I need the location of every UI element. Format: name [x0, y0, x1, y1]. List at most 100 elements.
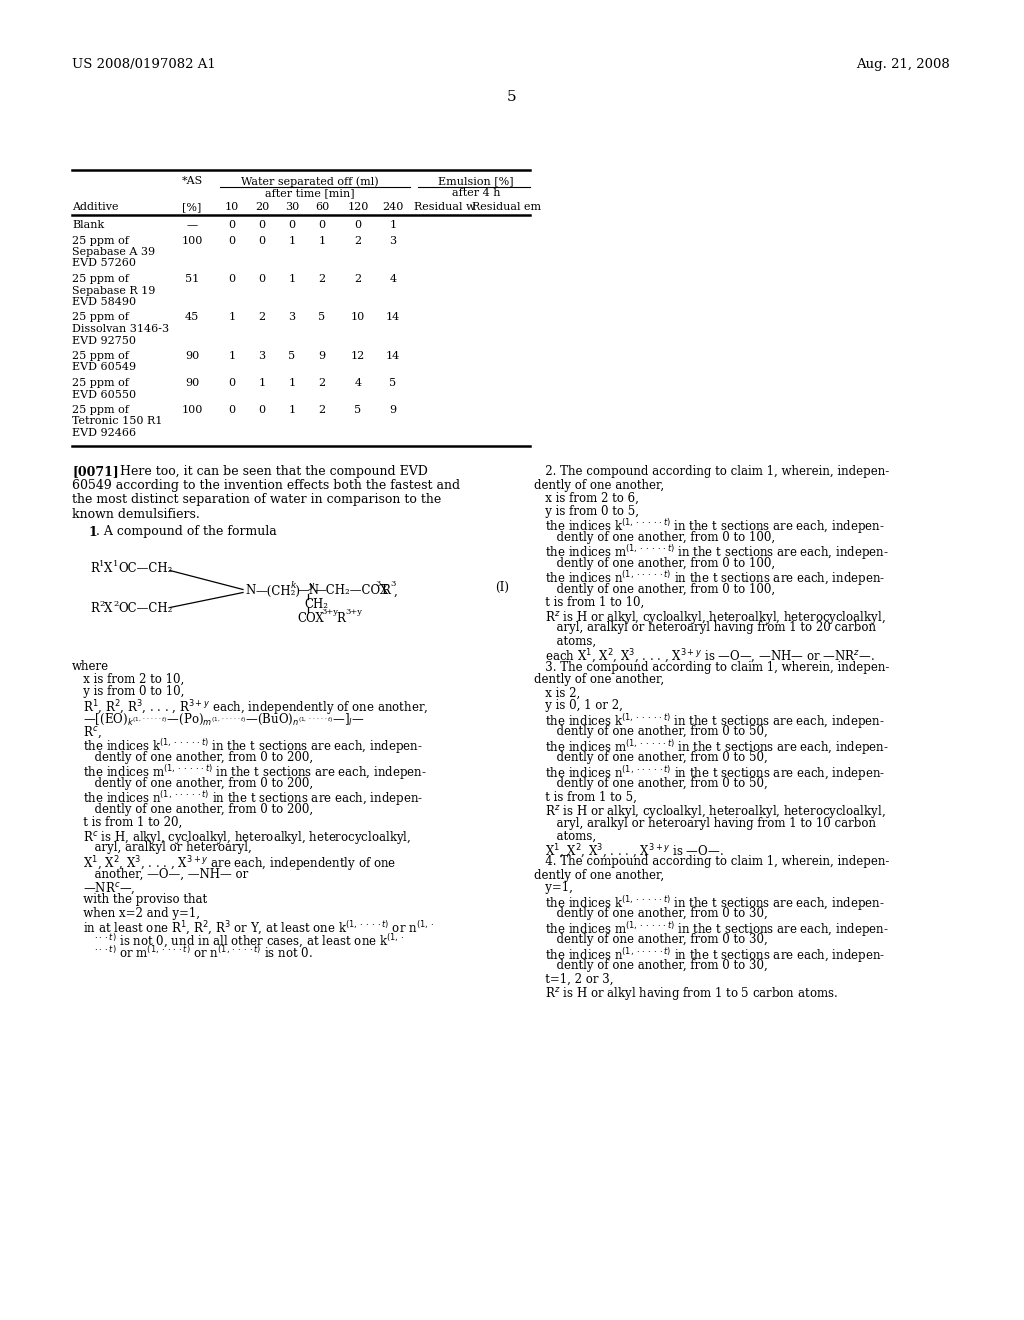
Text: Blank: Blank [72, 220, 104, 230]
Text: Emulsion [%]: Emulsion [%] [438, 176, 514, 186]
Text: 90: 90 [185, 378, 199, 388]
Text: 5: 5 [354, 405, 361, 414]
Text: 4: 4 [389, 275, 396, 284]
Text: 0: 0 [228, 235, 236, 246]
Text: 0: 0 [228, 275, 236, 284]
Text: 90: 90 [185, 351, 199, 360]
Text: x is from 2 to 10,: x is from 2 to 10, [72, 672, 184, 685]
Text: 25 ppm of: 25 ppm of [72, 378, 129, 388]
Text: 20: 20 [255, 202, 269, 213]
Text: EVD 92750: EVD 92750 [72, 335, 136, 346]
Text: 10: 10 [225, 202, 240, 213]
Text: Water separated off (ml): Water separated off (ml) [242, 176, 379, 186]
Text: R$^z$ is H or alkyl, cycloalkyl, heteroalkyl, heterocycloalkyl,: R$^z$ is H or alkyl, cycloalkyl, heteroa… [534, 609, 886, 626]
Text: $^{\cdot\cdot\cdot t)}$ is not 0, und in all other cases, at least one k$^{(1,\c: $^{\cdot\cdot\cdot t)}$ is not 0, und in… [72, 932, 404, 950]
Text: 0: 0 [228, 220, 236, 230]
Text: —(CH₂): —(CH₂) [255, 585, 300, 598]
Text: (I): (I) [495, 581, 509, 594]
Text: 120: 120 [347, 202, 369, 213]
Text: 1: 1 [318, 235, 326, 246]
Text: 2. The compound according to claim 1, wherein, indepen-: 2. The compound according to claim 1, wh… [534, 466, 889, 479]
Text: EVD 60549: EVD 60549 [72, 363, 136, 372]
Text: Sepabase R 19: Sepabase R 19 [72, 285, 156, 296]
Text: . A compound of the formula: . A compound of the formula [96, 525, 276, 539]
Text: x is 2,: x is 2, [534, 686, 581, 700]
Text: 2: 2 [258, 313, 265, 322]
Text: known demulsifiers.: known demulsifiers. [72, 507, 200, 520]
Text: 1: 1 [289, 405, 296, 414]
Text: 3: 3 [389, 235, 396, 246]
Text: 51: 51 [185, 275, 199, 284]
Text: —[(EO)$_{k^{(1,\cdot\cdot\cdot\cdot\cdot t)}}$—(Po)$_{m^{(1,\cdot\cdot\cdot\cdot: —[(EO)$_{k^{(1,\cdot\cdot\cdot\cdot\cdot… [72, 711, 365, 727]
Text: dently of one another,: dently of one another, [534, 479, 665, 491]
Text: —NR$^c$—,: —NR$^c$—, [72, 880, 135, 896]
Text: 45: 45 [185, 313, 199, 322]
Text: dently of one another, from 0 to 30,: dently of one another, from 0 to 30, [534, 908, 768, 920]
Text: another, —O—, —NH— or: another, —O—, —NH— or [72, 867, 248, 880]
Text: Residual w: Residual w [415, 202, 476, 213]
Text: 3: 3 [390, 581, 395, 589]
Text: 2: 2 [354, 235, 361, 246]
Text: 0: 0 [258, 220, 265, 230]
Text: CH₂: CH₂ [304, 598, 328, 611]
Text: 0: 0 [258, 235, 265, 246]
Text: 10: 10 [351, 313, 366, 322]
Text: Dissolvan 3146-3: Dissolvan 3146-3 [72, 323, 169, 334]
Text: 5: 5 [318, 313, 326, 322]
Text: Sepabase A 39: Sepabase A 39 [72, 247, 155, 257]
Text: 0: 0 [289, 220, 296, 230]
Text: 1: 1 [389, 220, 396, 230]
Text: when x=2 and y=1,: when x=2 and y=1, [72, 907, 200, 920]
Text: 5: 5 [507, 90, 517, 104]
Text: R: R [336, 611, 345, 624]
Text: 0: 0 [318, 220, 326, 230]
Text: 4: 4 [354, 378, 361, 388]
Text: R$^1$, R$^2$, R$^3$, . . . , R$^{3+y}$ each, independently of one another,: R$^1$, R$^2$, R$^3$, . . . , R$^{3+y}$ e… [72, 698, 428, 718]
Text: 0: 0 [228, 405, 236, 414]
Text: dently of one another, from 0 to 200,: dently of one another, from 0 to 200, [72, 751, 313, 763]
Text: R: R [90, 602, 99, 615]
Text: y: y [308, 581, 313, 590]
Text: R$^c$,: R$^c$, [72, 725, 101, 741]
Text: 25 ppm of: 25 ppm of [72, 351, 129, 360]
Text: the indices n$^{(1,\cdot\cdot\cdot\cdot\cdot t)}$ in the t sections are each, in: the indices n$^{(1,\cdot\cdot\cdot\cdot\… [534, 764, 885, 783]
Text: 2: 2 [318, 405, 326, 414]
Text: 3: 3 [289, 313, 296, 322]
Text: 1: 1 [99, 560, 104, 568]
Text: 14: 14 [386, 351, 400, 360]
Text: each X$^1$, X$^2$, X$^3$, . . . , X$^{3+y}$ is —O—, —NH— or —NR$^z$—.: each X$^1$, X$^2$, X$^3$, . . . , X$^{3+… [534, 648, 874, 665]
Text: 100: 100 [181, 235, 203, 246]
Text: k: k [291, 581, 297, 590]
Text: x is from 2 to 6,: x is from 2 to 6, [534, 491, 639, 504]
Text: the indices n$^{(1,\cdot\cdot\cdot\cdot\cdot t)}$ in the t sections are each, in: the indices n$^{(1,\cdot\cdot\cdot\cdot\… [534, 569, 885, 589]
Text: Here too, it can be seen that the compound EVD: Here too, it can be seen that the compou… [108, 466, 428, 479]
Text: dently of one another,: dently of one another, [534, 869, 665, 882]
Text: —CH₂—COX: —CH₂—COX [314, 585, 388, 598]
Text: 5: 5 [389, 378, 396, 388]
Text: Aug. 21, 2008: Aug. 21, 2008 [856, 58, 950, 71]
Text: 3+y: 3+y [321, 607, 338, 615]
Text: aryl, aralkyl or heteroaryl having from 1 to 10 carbon: aryl, aralkyl or heteroaryl having from … [534, 817, 876, 829]
Text: 3+y: 3+y [345, 607, 362, 615]
Text: 0: 0 [258, 405, 265, 414]
Text: with the proviso that: with the proviso that [72, 894, 207, 907]
Text: dently of one another, from 0 to 100,: dently of one another, from 0 to 100, [534, 582, 775, 595]
Text: 9: 9 [389, 405, 396, 414]
Text: ,: , [394, 585, 397, 598]
Text: 1: 1 [289, 275, 296, 284]
Text: dently of one another, from 0 to 30,: dently of one another, from 0 to 30, [534, 960, 768, 973]
Text: t is from 1 to 5,: t is from 1 to 5, [534, 791, 637, 804]
Text: 5: 5 [289, 351, 296, 360]
Text: R: R [90, 562, 99, 576]
Text: 1: 1 [88, 525, 96, 539]
Text: dently of one another, from 0 to 200,: dently of one another, from 0 to 200, [72, 803, 313, 816]
Text: y=1,: y=1, [534, 882, 572, 895]
Text: 3: 3 [375, 581, 380, 589]
Text: US 2008/0197082 A1: US 2008/0197082 A1 [72, 58, 216, 71]
Text: the indices n$^{(1,\cdot\cdot\cdot\cdot\cdot t)}$ in the t sections are each, in: the indices n$^{(1,\cdot\cdot\cdot\cdot\… [534, 946, 885, 965]
Text: R$^z$ is H or alkyl, cycloalkyl, heteroalkyl, heterocycloalkyl,: R$^z$ is H or alkyl, cycloalkyl, heteroa… [534, 804, 886, 821]
Text: 12: 12 [351, 351, 366, 360]
Text: 25 ppm of: 25 ppm of [72, 313, 129, 322]
Text: dently of one another, from 0 to 50,: dently of one another, from 0 to 50, [534, 777, 768, 791]
Text: the indices k$^{(1,\cdot\cdot\cdot\cdot\cdot t)}$ in the t sections are each, in: the indices k$^{(1,\cdot\cdot\cdot\cdot\… [72, 738, 423, 756]
